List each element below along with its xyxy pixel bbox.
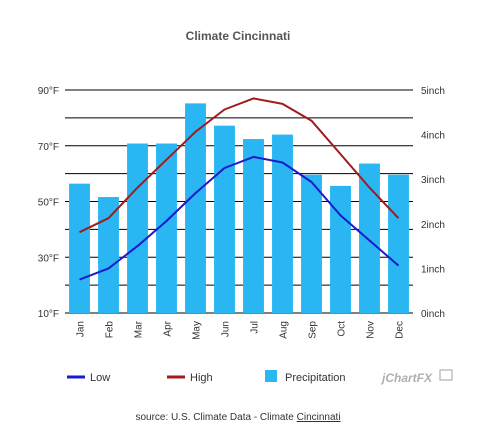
precipitation-bar [185, 103, 206, 313]
precipitation-bar [214, 125, 235, 314]
source-prefix: source: U.S. Climate Data - Climate [135, 412, 296, 423]
x-tick-label: Aug [279, 321, 290, 339]
x-tick-label: Sep [308, 321, 319, 339]
y-right-tick-label: 0inch [421, 309, 445, 320]
x-tick-label: May [192, 321, 203, 340]
y-axis-left-labels: 10°F 30°F 50°F 70°F 90°F [38, 86, 59, 320]
y-right-tick-label: 2inch [421, 220, 445, 231]
x-tick-label: Feb [105, 321, 116, 339]
legend-item-precipitation[interactable]: Precipitation [265, 370, 346, 384]
y-left-tick-label: 30°F [38, 253, 59, 264]
x-axis-labels: Jan Feb Mar Apr May Jun Jul Aug Sep Oct Nov Dec [76, 320, 406, 340]
precipitation-bar [272, 134, 293, 313]
precipitation-bar [69, 183, 90, 313]
y-right-tick-label: 4inch [421, 131, 445, 142]
x-tick-label: Mar [134, 320, 145, 338]
precipitation-bar [330, 185, 351, 313]
y-right-tick-label: 5inch [421, 86, 445, 97]
precipitation-bar [127, 143, 148, 313]
source-caption: source: U.S. Climate Data - Climate Cinc… [135, 412, 340, 423]
precipitation-bar [359, 163, 380, 313]
x-tick-label: Jul [250, 321, 261, 334]
precipitation-bars [69, 103, 409, 314]
y-axis-right-labels: 0inch 1inch 2inch 3inch 4inch 5inch [421, 86, 445, 320]
legend-label-precipitation: Precipitation [285, 372, 346, 384]
precipitation-bar [301, 174, 322, 313]
y-left-tick-label: 90°F [38, 86, 59, 97]
y-right-tick-label: 1inch [421, 264, 445, 275]
series-line-high [79, 97, 400, 234]
legend-item-high[interactable]: High [167, 372, 213, 384]
y-left-tick-label: 10°F [38, 309, 59, 320]
precipitation-bar [388, 174, 409, 313]
precipitation-bar [243, 139, 264, 313]
x-tick-label: Dec [395, 321, 406, 339]
temperature-lines [79, 97, 400, 281]
brand-logo: jChartFX [380, 369, 453, 385]
x-tick-label: Nov [366, 321, 377, 339]
x-tick-label: Jun [221, 321, 232, 337]
legend: Low High Precipitation [67, 370, 346, 384]
source-link[interactable]: Cincinnati [297, 412, 341, 423]
y-left-tick-label: 70°F [38, 142, 59, 153]
chart-title: Climate Cincinnati [186, 29, 291, 43]
y-left-tick-label: 50°F [38, 198, 59, 209]
legend-swatch-precipitation [265, 370, 277, 382]
x-tick-label: Jan [76, 321, 87, 337]
x-tick-label: Oct [337, 321, 348, 337]
svg-text:jChartFX: jChartFX [380, 371, 433, 385]
precipitation-bar [156, 143, 177, 313]
legend-label-high: High [190, 372, 213, 384]
legend-item-low[interactable]: Low [67, 372, 110, 384]
series-line-low [79, 155, 400, 281]
legend-label-low: Low [90, 372, 110, 384]
precipitation-bar [98, 197, 119, 313]
y-right-tick-label: 3inch [421, 175, 445, 186]
x-tick-label: Apr [163, 320, 174, 336]
